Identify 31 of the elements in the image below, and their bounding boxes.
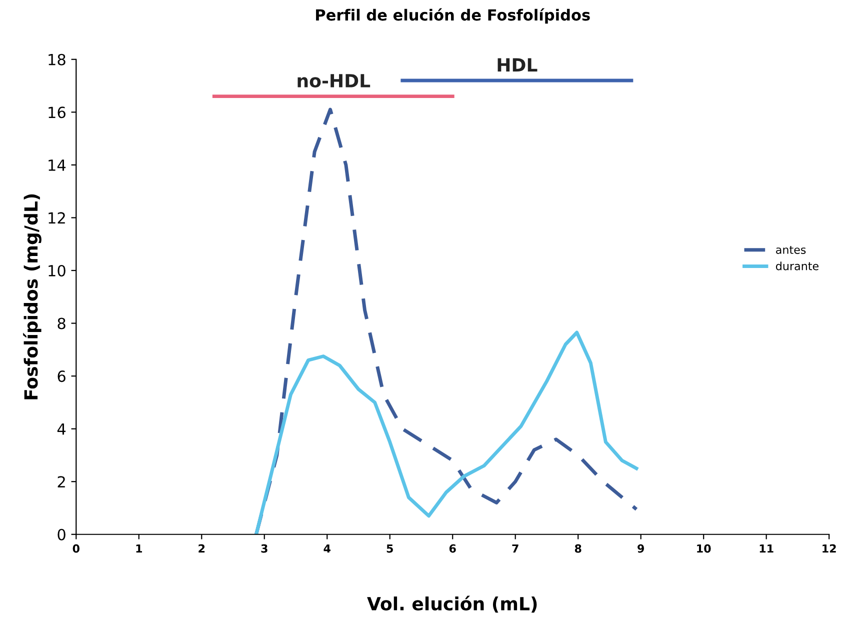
x-tick-label: 12 bbox=[822, 544, 836, 553]
y-tick-label: 2 bbox=[58, 476, 65, 488]
y-tick-label: 10 bbox=[48, 264, 66, 277]
y-tick-label: 4 bbox=[57, 423, 66, 435]
y-tick-label: 12 bbox=[48, 212, 65, 224]
x-tick-label: 7 bbox=[512, 544, 518, 553]
x-tick-label: 10 bbox=[697, 544, 711, 553]
y-tick-label: 0 bbox=[58, 528, 66, 540]
chart-title: Perfil de elución de Fosfolípidos bbox=[316, 8, 590, 24]
y-tick-label: 14 bbox=[48, 160, 66, 171]
x-axis-title: Vol. elución (mL) bbox=[367, 596, 537, 613]
x-tick-label: 5 bbox=[386, 544, 393, 553]
x-tick-label: 3 bbox=[261, 544, 268, 553]
series-label: no-HDL bbox=[298, 74, 370, 88]
series-label: HDL bbox=[498, 58, 538, 72]
y-tick-label: 16 bbox=[48, 106, 66, 118]
y-tick-label: 8 bbox=[58, 318, 66, 330]
line-series bbox=[254, 330, 638, 534]
x-tick-label: 0 bbox=[72, 544, 80, 553]
legend-label: durante bbox=[776, 262, 818, 270]
x-tick-label: 8 bbox=[574, 544, 582, 553]
y-axis-title: Fosfolípidos (mg/dL) bbox=[23, 194, 42, 400]
x-tick-label: 1 bbox=[136, 544, 142, 553]
x-tick-label: 4 bbox=[324, 544, 330, 553]
y-tick-label: 6 bbox=[58, 370, 66, 382]
legend-label: antes bbox=[776, 246, 806, 254]
x-tick-label: 2 bbox=[198, 544, 205, 553]
y-tick-label: 18 bbox=[48, 54, 66, 66]
x-tick-label: 11 bbox=[760, 544, 774, 553]
x-tick-label: 9 bbox=[638, 544, 644, 553]
x-tick-label: 6 bbox=[449, 544, 456, 553]
